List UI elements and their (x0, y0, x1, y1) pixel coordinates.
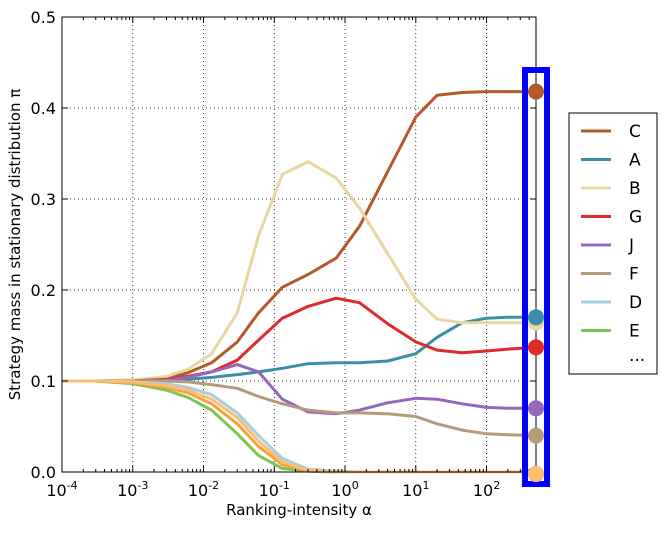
final-marker-a (528, 309, 544, 326)
final-marker-g (528, 339, 544, 356)
legend-label-e: E (629, 322, 640, 342)
plot-frame (61, 16, 537, 473)
x-axis-label: Ranking-intensity α (226, 501, 372, 519)
x-tick-label: 10-3 (117, 479, 148, 500)
y-tick-label: 0.2 (31, 281, 56, 300)
legend-label-b: B (629, 179, 641, 199)
series-line-b (62, 160, 536, 383)
legend-label-c: C (629, 122, 641, 142)
series-line-f (62, 379, 537, 438)
x-tick-label: 10-2 (188, 479, 219, 500)
series-line-d (62, 379, 536, 474)
y-tick-label: 0.5 (31, 8, 56, 27)
x-tick-label: 10-4 (46, 479, 77, 500)
series-line (62, 379, 536, 474)
x-tick-label: 100 (331, 479, 358, 500)
series-line-e (62, 379, 536, 474)
legend-label-a: A (629, 151, 641, 171)
y-tick-label: 0.0 (31, 463, 56, 482)
x-tick-label: 101 (402, 479, 429, 500)
final-marker-c (528, 83, 544, 100)
y-tick-label: 0.4 (31, 99, 56, 118)
final-marker-j (528, 400, 544, 417)
y-axis-label: Strategy mass in stationary distribution… (6, 89, 24, 401)
legend-label-f: F (629, 265, 639, 285)
y-tick-label: 0.1 (31, 372, 56, 391)
final-value-markers (528, 83, 544, 482)
legend-more-label: ... (629, 346, 645, 366)
x-tick-label: 10-1 (259, 479, 290, 500)
grid-lines (62, 17, 536, 472)
axis-ticks: 10-4 10-3 10-2 10-1 100 101 102 0.0 0.1 0.2 0.3 0.4… (31, 8, 537, 500)
final-marker-f (528, 427, 544, 444)
series-line-g (62, 296, 537, 383)
series-line (62, 379, 536, 474)
highlight-box (522, 67, 550, 487)
legend: CABGJFDE... (568, 112, 658, 375)
x-tick-label: 102 (473, 479, 500, 500)
legend-label-j: J (628, 236, 634, 256)
legend-label-g: G (629, 208, 642, 228)
legend-label-d: D (629, 293, 642, 313)
final-marker (528, 466, 544, 482)
y-tick-label: 0.3 (31, 190, 56, 209)
